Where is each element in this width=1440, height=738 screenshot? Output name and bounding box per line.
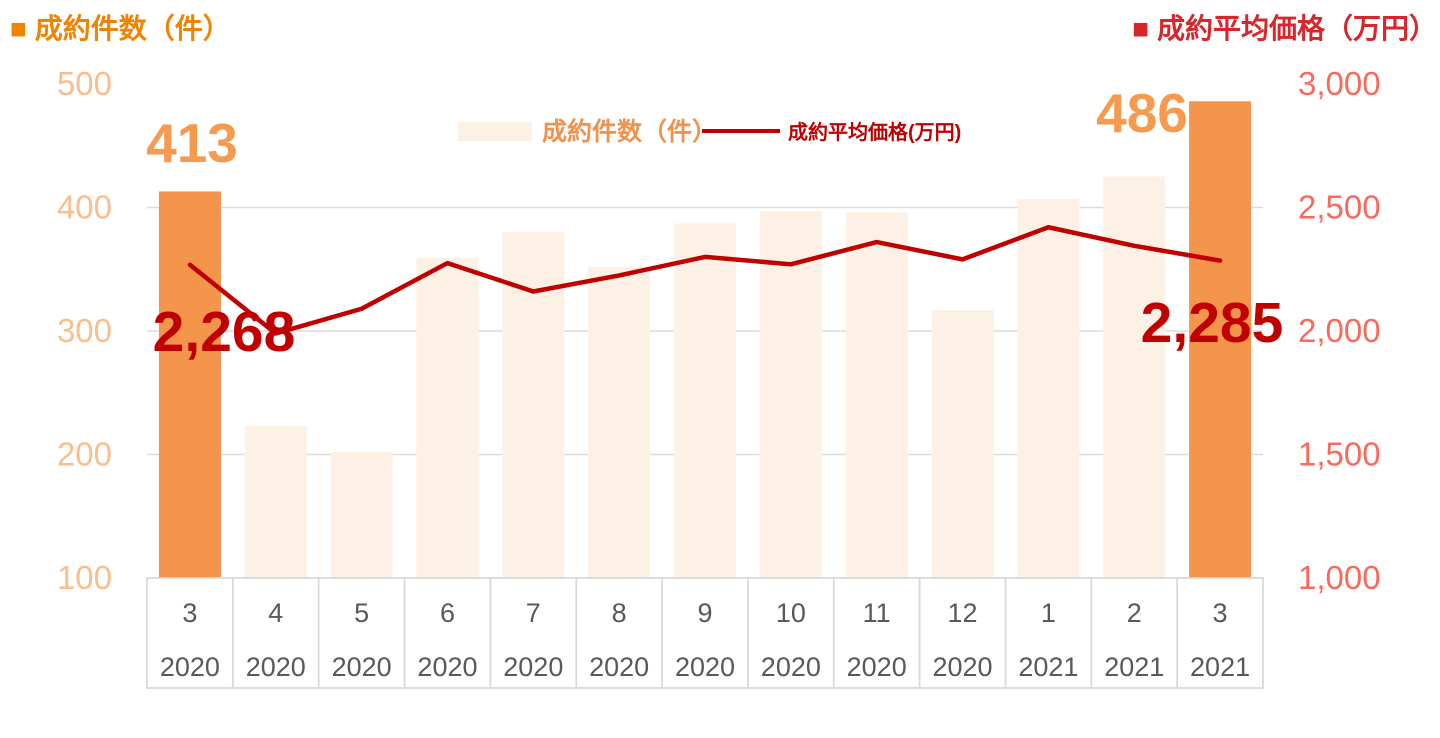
month-label: 11 (863, 598, 891, 628)
year-label: 2020 (417, 652, 477, 682)
month-label: 6 (440, 598, 455, 628)
year-label: 2020 (246, 652, 306, 682)
month-label: 2 (1127, 598, 1142, 628)
right-axis-tick: 3,000 (1298, 65, 1381, 102)
legend: 成約件数（件） 成約平均価格(万円) (458, 117, 961, 146)
category-axis-table: 3 2020 4 2020 5 2020 6 2020 7 2020 8 2020 9 2020 10 202… (146, 577, 1264, 689)
bar-highlighted (158, 191, 221, 578)
price-line (187, 225, 1223, 336)
bar (674, 223, 736, 578)
year-label: 2021 (1190, 652, 1250, 682)
year-label: 2020 (932, 652, 992, 682)
bar (330, 452, 393, 578)
right-axis-tick: 1,500 (1298, 436, 1381, 473)
month-label: 3 (1213, 598, 1228, 628)
left-axis-tick: 200 (57, 436, 112, 473)
right-axis-tick: 2,000 (1298, 312, 1381, 349)
bar-highlighted (1189, 101, 1252, 578)
year-label: 2021 (1104, 652, 1164, 682)
last-bar-value-label: 486 (1096, 82, 1188, 144)
year-label: 2020 (675, 652, 735, 682)
left-axis-title: ■ 成約件数（件） (10, 12, 231, 44)
left-axis-tick: 500 (57, 65, 112, 102)
month-label: 7 (526, 598, 541, 628)
right-axis-ticks: 3,000 2,500 2,000 1,500 1,000 (1298, 65, 1381, 596)
month-label: 1 (1041, 598, 1056, 628)
year-label: 2020 (332, 652, 392, 682)
month-label: 3 (182, 598, 197, 628)
month-label: 4 (268, 598, 283, 628)
month-label: 10 (776, 598, 806, 628)
right-axis-tick: 1,000 (1298, 559, 1381, 596)
bar (845, 212, 908, 578)
bar (244, 426, 307, 578)
last-line-value-label: 2,285 (1141, 291, 1284, 355)
left-axis-tick: 100 (57, 559, 112, 596)
first-bar-value-label: 413 (146, 112, 238, 174)
left-axis-tick: 300 (57, 312, 112, 349)
bar (931, 310, 994, 578)
bar (1017, 198, 1080, 579)
legend-line-label: 成約平均価格(万円) (788, 120, 961, 144)
year-label: 2020 (160, 652, 220, 682)
year-label: 2020 (847, 652, 907, 682)
right-axis-tick: 2,500 (1298, 189, 1381, 226)
bar (1103, 176, 1166, 578)
data-labels: 413 486 2,268 2,285 (146, 82, 1283, 364)
left-axis-tick: 400 (57, 189, 112, 226)
bar (416, 258, 479, 578)
year-label: 2021 (1018, 652, 1078, 682)
month-label: 9 (697, 598, 712, 628)
legend-bar-label: 成約件数（件） (542, 117, 717, 146)
year-label: 2020 (589, 652, 649, 682)
bars-group (158, 101, 1252, 579)
bar (588, 266, 651, 578)
right-axis-title: ■ 成約平均価格（万円） (1132, 12, 1437, 44)
month-label: 12 (948, 598, 978, 628)
month-label: 8 (612, 598, 627, 628)
left-axis-ticks: 500 400 300 200 100 (57, 65, 112, 596)
category-table-border (146, 577, 1264, 689)
legend-bar-swatch (458, 122, 532, 141)
year-label: 2020 (503, 652, 563, 682)
bar (759, 211, 822, 578)
price-line-group (187, 225, 1223, 336)
first-line-value-label: 2,268 (153, 300, 296, 364)
month-label: 5 (354, 598, 369, 628)
year-label: 2020 (761, 652, 821, 682)
